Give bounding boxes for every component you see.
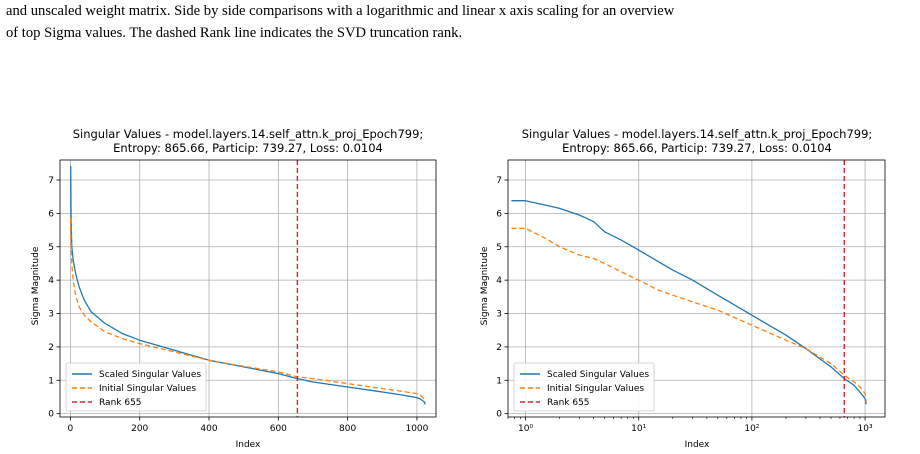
chart-log-ytick-label: 1 bbox=[496, 376, 502, 386]
chart-log-ytick-label: 6 bbox=[496, 209, 502, 219]
chart-linear-ytick-label: 0 bbox=[48, 410, 54, 420]
chart-linear-plot: 0 200 400 600 800 1000 0 1 2 3 4 5 6 7 Scaled Singular… bbox=[48, 159, 437, 434]
chart-linear-xtick-label: 600 bbox=[270, 424, 287, 434]
chart-log-ytick-label: 0 bbox=[496, 410, 502, 420]
chart-log-legend-label: Rank 655 bbox=[547, 398, 590, 408]
chart-log-ytick-label: 3 bbox=[496, 310, 502, 320]
chart-log-xtick-label: 10¹ bbox=[631, 424, 646, 434]
chart-linear-xtick-label: 0 bbox=[68, 424, 74, 434]
chart-linear-xtick-label: 1000 bbox=[405, 424, 428, 434]
chart-linear-legend-box bbox=[65, 362, 207, 412]
chart-linear-ytick-label: 3 bbox=[48, 310, 54, 320]
chart-log-xtick-label: 10² bbox=[744, 424, 759, 434]
chart-linear-ytick-label: 7 bbox=[48, 176, 54, 186]
chart-log-legend-label: Initial Singular Values bbox=[547, 384, 644, 394]
chart-log-legend-label: Scaled Singular Values bbox=[547, 370, 649, 380]
chart-log-ytick-label: 7 bbox=[496, 176, 502, 186]
chart-log-ylabel: Sigma Magnitude bbox=[480, 246, 490, 325]
chart-log-frame bbox=[507, 159, 886, 418]
chart-linear-xtick-label: 200 bbox=[131, 424, 148, 434]
chart-linear-ytick-label: 5 bbox=[48, 243, 54, 253]
figure-caption: and unscaled weight matrix. Side by side… bbox=[6, 0, 916, 44]
chart-log-ytick-label: 5 bbox=[496, 243, 502, 253]
chart-linear-xlabel: Index bbox=[236, 440, 261, 450]
chart-linear-xtick-label: 400 bbox=[200, 424, 217, 434]
chart-log-series-initial bbox=[511, 227, 867, 403]
chart-linear-frame bbox=[59, 159, 437, 418]
chart-log-ytick-label: 2 bbox=[496, 343, 502, 353]
chart-linear-legend-label: Initial Singular Values bbox=[99, 384, 196, 394]
chart-linear-series-initial bbox=[70, 218, 426, 403]
chart-linear-title: Singular Values - model.layers.14.self_a… bbox=[73, 127, 424, 141]
chart-log-subtitle: Entropy: 865.66, Particip: 739.27, Loss:… bbox=[562, 141, 832, 155]
chart-linear-ylabel: Sigma Magnitude bbox=[31, 246, 41, 325]
chart-linear-legend-label: Rank 655 bbox=[99, 398, 142, 408]
chart-linear-subtitle: Entropy: 865.66, Particip: 739.27, Loss:… bbox=[113, 141, 383, 155]
chart-linear-ytick-label: 2 bbox=[48, 343, 54, 353]
chart-linear-xtick-label: 800 bbox=[339, 424, 356, 434]
chart-log-legend-box bbox=[513, 362, 655, 412]
chart-linear-ytick-label: 6 bbox=[48, 209, 54, 219]
caption-line-2: of top Sigma values. The dashed Rank lin… bbox=[6, 25, 463, 41]
chart-linear-series-scaled bbox=[70, 165, 426, 405]
chart-log-xlabel: Index bbox=[685, 440, 710, 450]
chart-log-series-scaled bbox=[511, 200, 867, 405]
chart-log-plot: 10⁰ 10¹ 10² 10³ 0 1 2 3 4 5 6 7 Scaled Singular Valu… bbox=[496, 159, 886, 434]
chart-log-xtick-label: 10³ bbox=[858, 424, 873, 434]
caption-line-1: and unscaled weight matrix. Side by side… bbox=[6, 3, 675, 19]
chart-linear-legend-label: Scaled Singular Values bbox=[99, 370, 201, 380]
chart-log-title: Singular Values - model.layers.14.self_a… bbox=[522, 127, 873, 141]
chart-log-ytick-label: 4 bbox=[496, 276, 502, 286]
chart-log-xtick-label: 10⁰ bbox=[518, 424, 533, 434]
chart-log: Singular Values - model.layers.14.self_a… bbox=[480, 127, 886, 450]
chart-linear-ytick-label: 1 bbox=[48, 376, 54, 386]
chart-linear: Singular Values - model.layers.14.self_a… bbox=[31, 127, 437, 450]
chart-linear-ytick-label: 4 bbox=[48, 276, 54, 286]
